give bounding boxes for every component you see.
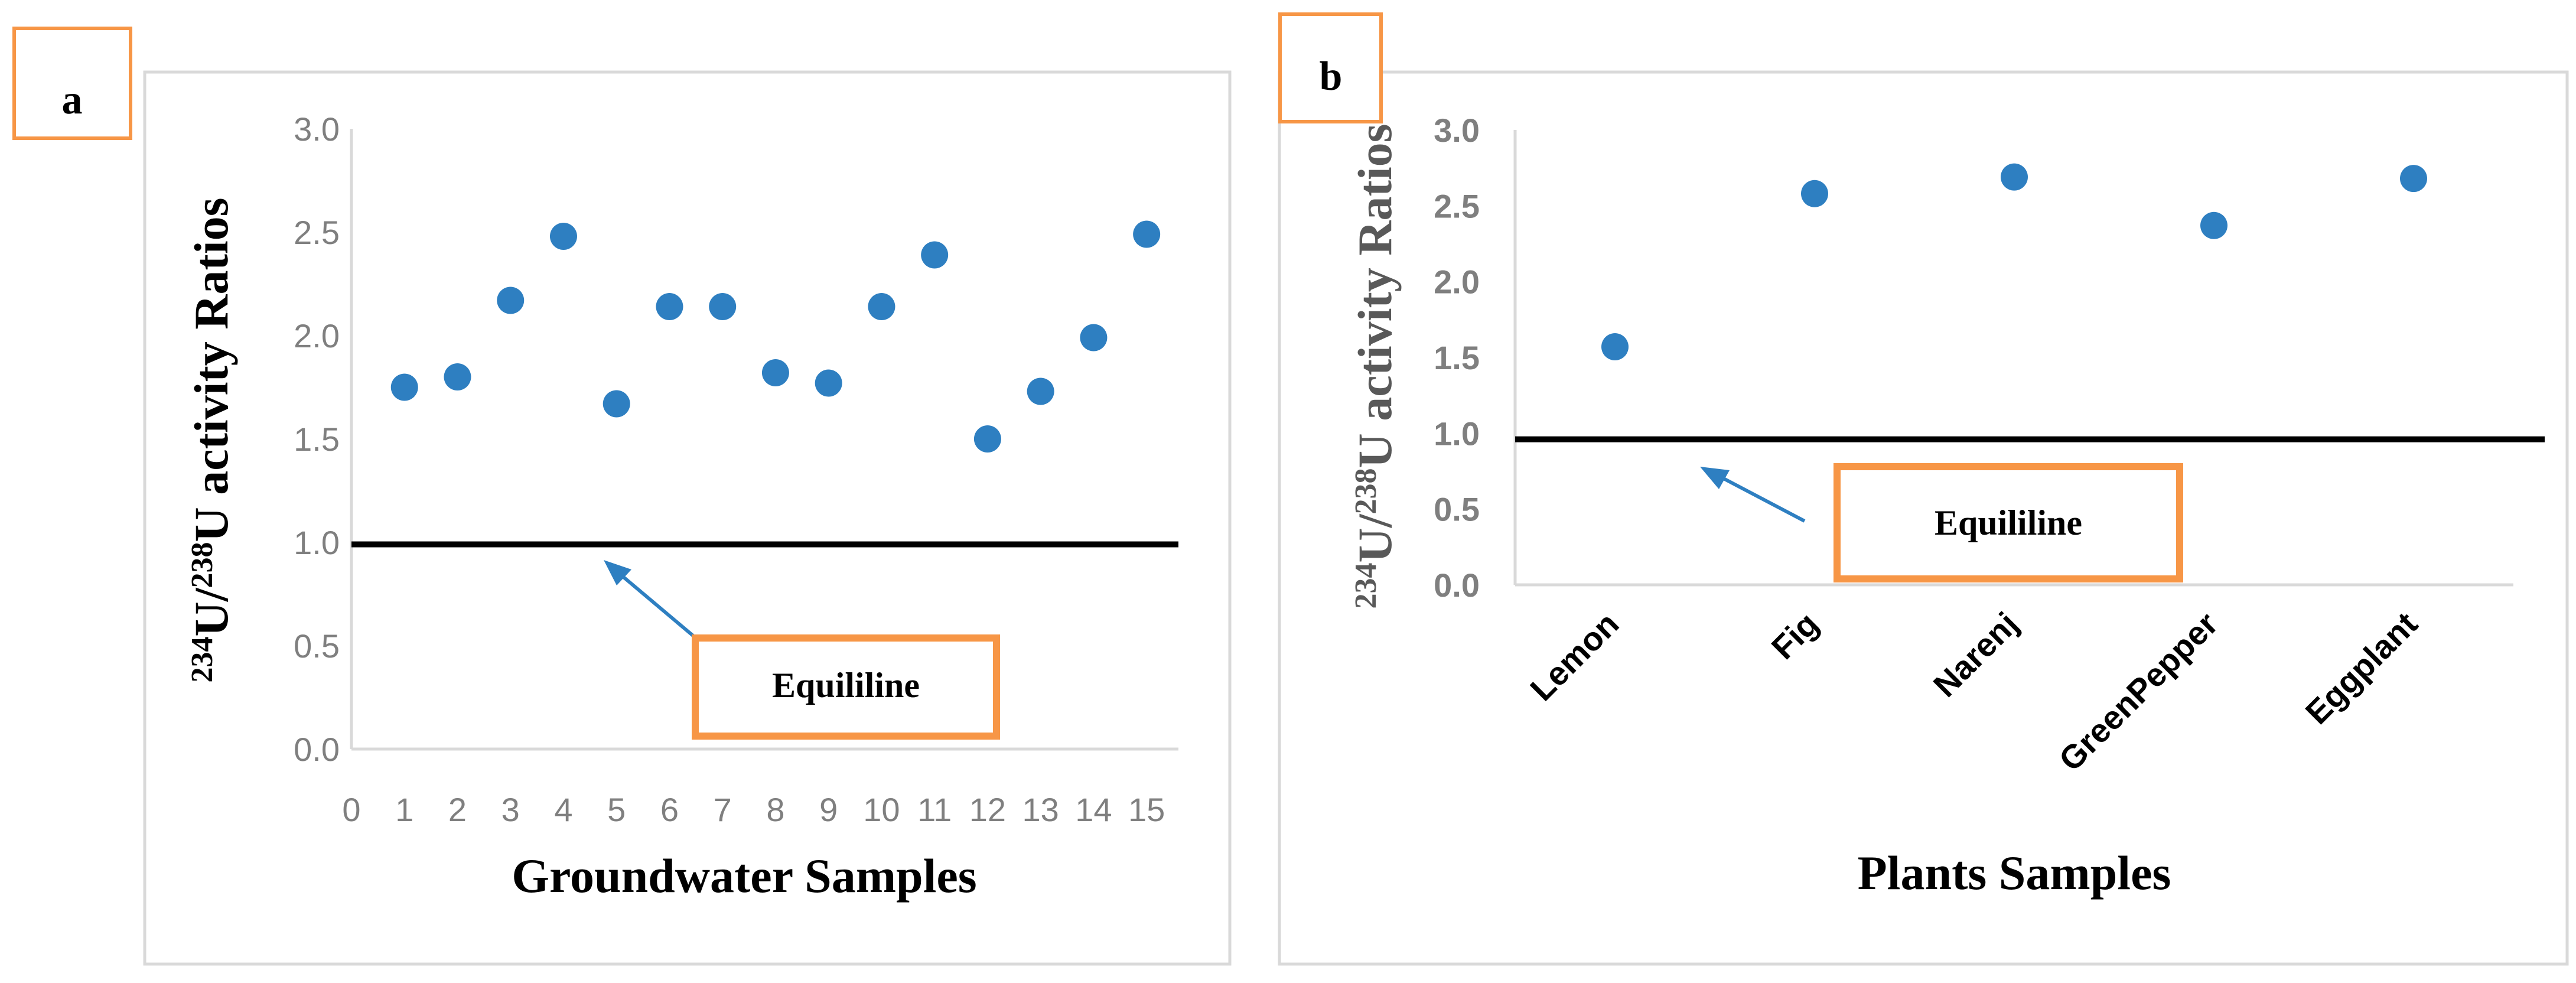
chart-a-annotation-arrow [616,570,697,640]
chart-b-x-axis-title: Plants Samples [1858,846,2171,900]
chart-b-category-label: Fig [1764,605,1826,666]
chart-a-data-point [973,425,1001,453]
chart-b-category-label: Narenj [1926,605,2025,704]
chart-a-arrow-head [604,560,631,585]
chart-a-x-tick-label: 8 [766,791,784,828]
chart-b-y-tick-label: 1.5 [1434,339,1480,376]
chart-b-y-axis-title: 234U/238U activity Ratios [1348,123,1402,608]
chart-b-y-el-2: U [1348,433,1402,468]
chart-a-y-sup-1: 234 [185,637,219,683]
chart-a-y-axis-title: 234U/238U activity Ratios [184,197,238,682]
chart-b-arrow-head [1700,467,1730,489]
chart-a-y-tick-label: 1.5 [294,421,340,458]
chart-a-data-point [444,363,471,390]
chart-a-y-el-1: U [184,601,238,636]
chart-a-x-tick-label: 5 [607,791,626,828]
chart-a-equililine-label: Equililine [772,666,920,705]
chart-a-x-tick-label: 14 [1075,791,1112,828]
chart-a-data-point [497,287,525,314]
chart-b-y-tick-label: 3.0 [1434,112,1480,149]
chart-b-category-label: GreenPepper [2051,605,2225,778]
chart-a-data-point [549,223,577,250]
chart-b-y-tick-label: 2.5 [1434,187,1480,224]
chart-b-data-point [2200,211,2227,239]
chart-a-x-tick-label: 4 [554,791,572,828]
chart-b: 0.0 0.5 1.0 1.5 2.0 2.5 3.0 Lemon Fig Narenj Gree… [1348,112,2545,900]
chart-a-y-tick-label: 2.5 [294,214,340,251]
chart-a-data-point [1027,377,1054,405]
chart-a-y-el-2: U [184,507,238,542]
chart-a-x-tick-label: 10 [863,791,900,828]
chart-a-y-slash: / [184,587,238,602]
chart-a-y-tick-label: 1.0 [294,524,340,561]
chart-b-category-label: Eggplant [2298,605,2425,731]
panel-a-frame [143,70,1232,966]
chart-a-data-point [390,373,418,401]
chart-a-data-point [603,390,630,418]
chart-a: 0.00.51.01.52.02.53.0 0 1 2 3 4 5 6 7 8 9 10 11 12 13… [184,110,1178,903]
chart-b-data-point [1601,333,1629,361]
chart-b-data-point [1801,180,1828,207]
chart-a-data-point [815,369,842,397]
chart-b-y-tick-label: 2.0 [1434,263,1480,301]
chart-b-y-tick-label: 0.5 [1434,491,1480,528]
chart-a-data-point [868,293,895,320]
chart-b-y-rest: activity Ratios [1348,123,1402,433]
chart-b-y-sup-1: 234 [1349,563,1383,609]
chart-a-x-axis-title: Groundwater Samples [512,849,976,903]
chart-b-category-label: Lemon [1523,605,1626,708]
chart-a-x-tick-label: 1 [395,791,413,828]
chart-a-x-tick-label: 6 [660,791,679,828]
chart-b-y-el-1: U [1348,528,1402,562]
chart-a-x-tick-label: 2 [448,791,467,828]
chart-b-data-point [2400,165,2427,193]
chart-b-data-point [2001,163,2028,191]
chart-a-y-tick-label: 0.0 [294,731,340,768]
chart-a-y-sup-2: 238 [185,542,219,588]
chart-a-data-point [921,241,949,269]
panel-b-label-box [1278,12,1383,123]
chart-b-annotation-arrow [1722,477,1806,523]
chart-a-y-tick-label: 3.0 [294,110,340,148]
chart-b-equililine-label: Equililine [1935,503,2082,542]
chart-a-x-tick-label: 15 [1128,791,1165,828]
chart-a-data-point [656,293,683,320]
chart-b-y-sup-2: 238 [1349,468,1383,515]
chart-b-y-tick-label: 0.0 [1434,567,1480,604]
chart-a-equililine-box [692,634,1000,740]
chart-a-x-tick-label: 7 [714,791,732,828]
chart-a-y-tick-label: 0.5 [294,627,340,665]
chart-a-data-point [761,359,789,386]
chart-b-y-slash: / [1348,513,1402,528]
chart-a-y-rest: activity Ratios [184,197,238,507]
chart-a-x-tick-label: 11 [917,791,952,828]
panel-a-label: a [62,77,83,123]
chart-a-y-tick-label: 2.0 [294,317,340,354]
chart-a-data-point [1133,220,1161,248]
panel-a-label-box [12,27,132,140]
chart-b-y-tick-label: 1.0 [1434,415,1480,452]
chart-a-x-tick-label: 12 [969,791,1006,828]
chart-a-x-tick-label: 9 [819,791,838,828]
chart-a-x-tick-label: 3 [501,791,520,828]
panel-b-label: b [1320,54,1343,99]
chart-b-equililine-box [1834,463,2183,582]
chart-a-data-point [1080,324,1108,351]
chart-a-x-tick-label: 13 [1022,791,1059,828]
chart-a-data-point [709,293,737,320]
panel-b-frame [1278,70,2569,966]
chart-a-x-tick-label: 0 [342,791,360,828]
